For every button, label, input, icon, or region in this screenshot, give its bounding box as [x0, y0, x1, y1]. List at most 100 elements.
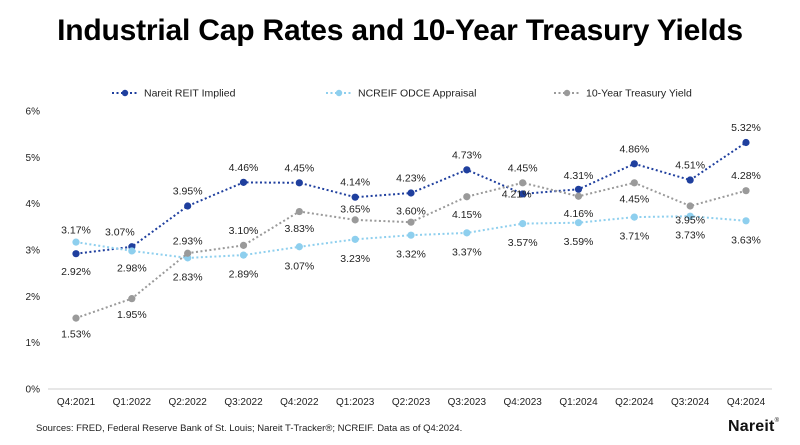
data-point-10-year-treasury-yield	[686, 202, 694, 210]
data-label-10-year-treasury-yield: 1.53%	[61, 329, 91, 341]
data-point-nareit-reit-implied	[407, 189, 415, 197]
legend-marker-nareit-reit-implied	[121, 89, 129, 97]
data-label-ncreif-odce-appraisal: 3.17%	[61, 225, 91, 237]
data-label-10-year-treasury-yield: 4.45%	[619, 193, 649, 205]
x-tick-label: Q3:2023	[448, 397, 487, 408]
data-point-10-year-treasury-yield	[407, 218, 415, 226]
data-label-nareit-reit-implied: 4.73%	[452, 149, 482, 161]
data-point-10-year-treasury-yield	[630, 179, 638, 187]
data-point-ncreif-odce-appraisal	[630, 213, 638, 221]
x-tick-label: Q3:2024	[671, 397, 710, 408]
data-point-nareit-reit-implied	[72, 250, 80, 258]
data-label-nareit-reit-implied: 4.51%	[675, 160, 705, 172]
y-tick-label: 2%	[26, 292, 41, 303]
data-point-10-year-treasury-yield	[239, 241, 248, 249]
data-point-ncreif-odce-appraisal	[519, 219, 527, 228]
x-tick-label: Q4:2022	[280, 397, 319, 408]
data-point-nareit-reit-implied	[295, 179, 303, 187]
data-point-10-year-treasury-yield	[295, 207, 303, 216]
data-label-10-year-treasury-yield: 4.28%	[731, 170, 761, 182]
data-label-10-year-treasury-yield: 1.95%	[117, 309, 147, 321]
data-label-nareit-reit-implied: 2.92%	[61, 266, 91, 278]
data-point-nareit-reit-implied	[742, 138, 750, 147]
data-point-nareit-reit-implied	[184, 202, 192, 210]
data-point-ncreif-odce-appraisal	[351, 235, 359, 243]
source-note: Sources: FRED, Federal Reserve Bank of S…	[36, 423, 463, 434]
nareit-logo: Nareit®	[728, 418, 780, 435]
data-label-nareit-reit-implied: 4.86%	[619, 143, 649, 155]
data-label-nareit-reit-implied: 3.07%	[105, 226, 135, 238]
x-tick-label: Q4:2021	[57, 397, 96, 408]
data-label-ncreif-odce-appraisal: 3.32%	[396, 249, 426, 261]
data-label-10-year-treasury-yield: 2.93%	[173, 236, 203, 248]
data-point-nareit-reit-implied	[239, 178, 248, 186]
data-label-ncreif-odce-appraisal: 3.63%	[731, 234, 761, 246]
y-tick-label: 6%	[26, 107, 41, 118]
data-label-10-year-treasury-yield: 3.60%	[396, 206, 426, 218]
data-point-10-year-treasury-yield	[574, 192, 583, 200]
data-point-nareit-reit-implied	[630, 160, 638, 168]
data-point-10-year-treasury-yield	[184, 249, 192, 257]
data-label-nareit-reit-implied: 4.45%	[284, 162, 314, 174]
data-point-nareit-reit-implied	[519, 190, 527, 198]
data-label-nareit-reit-implied: 5.32%	[731, 122, 761, 134]
legend-label-ncreif-odce-appraisal: NCREIF ODCE Appraisal	[358, 88, 476, 100]
data-label-ncreif-odce-appraisal: 3.57%	[508, 237, 538, 249]
data-label-nareit-reit-implied: 4.21%	[502, 188, 532, 200]
data-label-nareit-reit-implied: 4.31%	[564, 170, 594, 182]
data-point-ncreif-odce-appraisal	[72, 238, 80, 246]
y-tick-label: 3%	[26, 246, 41, 257]
data-label-ncreif-odce-appraisal: 2.98%	[117, 262, 147, 274]
data-label-nareit-reit-implied: 3.95%	[173, 185, 203, 197]
data-point-nareit-reit-implied	[351, 193, 359, 201]
legend-label-10-year-treasury-yield: 10-Year Treasury Yield	[586, 88, 692, 100]
data-label-10-year-treasury-yield: 4.16%	[564, 208, 594, 220]
legend-marker-ncreif-odce-appraisal	[335, 89, 343, 97]
x-tick-label: Q4:2024	[727, 397, 766, 408]
x-tick-label: Q1:2023	[336, 397, 375, 408]
data-label-nareit-reit-implied: 4.23%	[396, 173, 426, 185]
data-label-ncreif-odce-appraisal: 2.89%	[229, 269, 259, 281]
data-label-10-year-treasury-yield: 3.10%	[229, 225, 259, 237]
data-label-ncreif-odce-appraisal: 2.83%	[173, 271, 203, 283]
y-tick-label: 1%	[26, 338, 41, 349]
x-tick-label: Q3:2022	[224, 397, 263, 408]
y-tick-label: 5%	[26, 153, 41, 164]
data-label-ncreif-odce-appraisal: 3.37%	[452, 246, 482, 258]
data-point-nareit-reit-implied	[463, 166, 471, 174]
x-tick-label: Q2:2023	[392, 397, 431, 408]
data-point-ncreif-odce-appraisal	[295, 243, 303, 251]
y-tick-label: 0%	[26, 385, 41, 396]
data-label-ncreif-odce-appraisal: 3.73%	[675, 230, 705, 242]
data-point-10-year-treasury-yield	[742, 187, 750, 195]
x-tick-label: Q2:2024	[615, 397, 654, 408]
data-label-10-year-treasury-yield: 4.15%	[452, 209, 482, 221]
data-label-ncreif-odce-appraisal: 3.23%	[340, 253, 370, 265]
data-point-ncreif-odce-appraisal	[407, 231, 415, 239]
legend-label-nareit-reit-implied: Nareit REIT Implied	[144, 88, 236, 100]
legend-marker-10-year-treasury-yield	[563, 89, 571, 97]
data-point-ncreif-odce-appraisal	[574, 219, 583, 227]
data-point-10-year-treasury-yield	[463, 193, 471, 201]
data-point-ncreif-odce-appraisal	[239, 251, 248, 259]
x-tick-label: Q1:2024	[559, 397, 598, 408]
data-label-10-year-treasury-yield: 3.83%	[284, 223, 314, 235]
data-label-10-year-treasury-yield: 3.95%	[675, 214, 705, 226]
data-point-ncreif-odce-appraisal	[742, 217, 750, 225]
y-tick-label: 4%	[26, 199, 41, 210]
data-point-ncreif-odce-appraisal	[463, 229, 471, 237]
data-label-ncreif-odce-appraisal: 3.59%	[564, 236, 594, 248]
data-label-10-year-treasury-yield: 3.65%	[340, 203, 370, 215]
chart-title: Industrial Cap Rates and 10-Year Treasur…	[57, 14, 743, 47]
data-label-nareit-reit-implied: 4.14%	[340, 177, 370, 189]
x-tick-label: Q1:2022	[113, 397, 152, 408]
data-label-10-year-treasury-yield: 4.45%	[508, 162, 538, 174]
data-label-ncreif-odce-appraisal: 3.71%	[619, 231, 649, 243]
data-point-10-year-treasury-yield	[519, 179, 527, 187]
data-label-ncreif-odce-appraisal: 3.07%	[284, 260, 314, 272]
data-point-nareit-reit-implied	[686, 176, 694, 184]
x-tick-label: Q2:2022	[168, 397, 207, 408]
data-label-nareit-reit-implied: 4.46%	[229, 162, 259, 174]
data-point-ncreif-odce-appraisal	[128, 247, 136, 255]
